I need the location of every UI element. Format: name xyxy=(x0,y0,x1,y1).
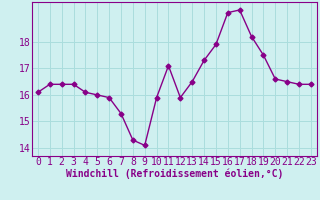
X-axis label: Windchill (Refroidissement éolien,°C): Windchill (Refroidissement éolien,°C) xyxy=(66,169,283,179)
